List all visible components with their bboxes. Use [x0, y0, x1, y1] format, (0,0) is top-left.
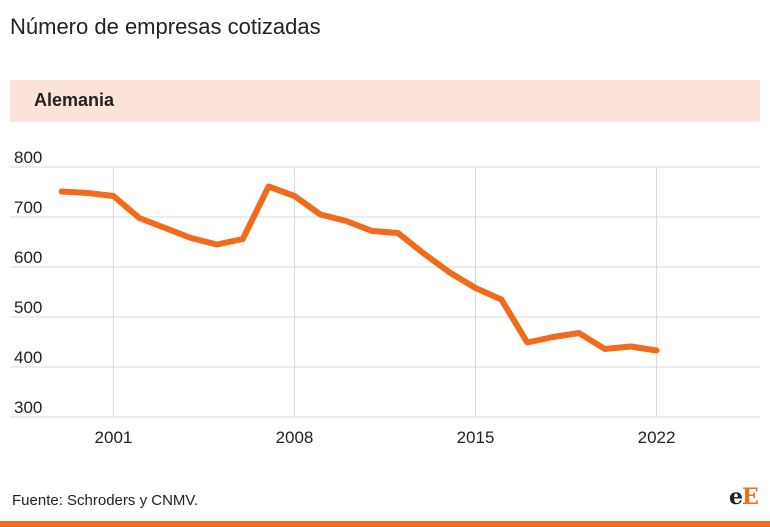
y-tick-label: 600 — [14, 248, 42, 267]
brand-logo: eE — [729, 484, 759, 510]
logo-E: E — [742, 484, 759, 510]
line-chart: 800 700 600 500 400 300 2001 2008 2015 2022 — [10, 148, 760, 447]
x-tick-label: 2008 — [276, 428, 314, 447]
y-axis-labels: 800 700 600 500 400 300 — [14, 148, 42, 417]
chart-title: Número de empresas cotizadas — [10, 14, 321, 39]
panel-header: Alemania — [10, 80, 760, 122]
x-axis-labels: 2001 2008 2015 2022 — [95, 428, 676, 447]
y-tick-label: 800 — [14, 148, 42, 167]
y-tick-label: 400 — [14, 348, 42, 367]
logo-e: e — [729, 484, 743, 510]
x-tick-label: 2022 — [638, 428, 676, 447]
source-note: Fuente: Schroders y CNMV. — [12, 492, 199, 509]
x-tick-label: 2015 — [457, 428, 495, 447]
series-line — [58, 183, 660, 354]
y-tick-label: 300 — [14, 398, 42, 417]
x-tick-label: 2001 — [95, 428, 133, 447]
panel-label: Alemania — [34, 90, 115, 110]
y-tick-label: 500 — [14, 298, 42, 317]
y-tick-label: 700 — [14, 198, 42, 217]
chart-series — [58, 183, 660, 354]
bottom-accent-bar — [0, 521, 770, 527]
